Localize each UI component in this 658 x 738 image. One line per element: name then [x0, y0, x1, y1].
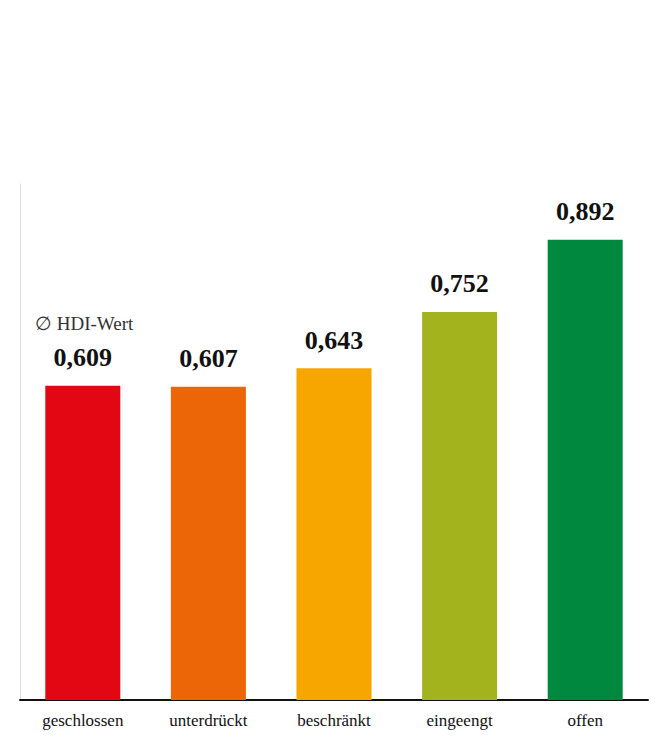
svg-text:0,609: 0,609 — [54, 343, 113, 372]
svg-text:0,892: 0,892 — [556, 197, 615, 226]
svg-text:unterdrückt: unterdrückt — [169, 711, 248, 730]
svg-text:∅ HDI-Wert: ∅ HDI-Wert — [35, 313, 134, 334]
svg-text:0,752: 0,752 — [430, 269, 489, 298]
svg-text:offen: offen — [567, 711, 603, 730]
svg-text:0,607: 0,607 — [179, 344, 238, 373]
svg-text:eingeengt: eingeengt — [427, 711, 493, 730]
svg-text:beschränkt: beschränkt — [297, 711, 371, 730]
svg-text:geschlossen: geschlossen — [42, 711, 124, 730]
svg-text:0,643: 0,643 — [305, 326, 364, 355]
